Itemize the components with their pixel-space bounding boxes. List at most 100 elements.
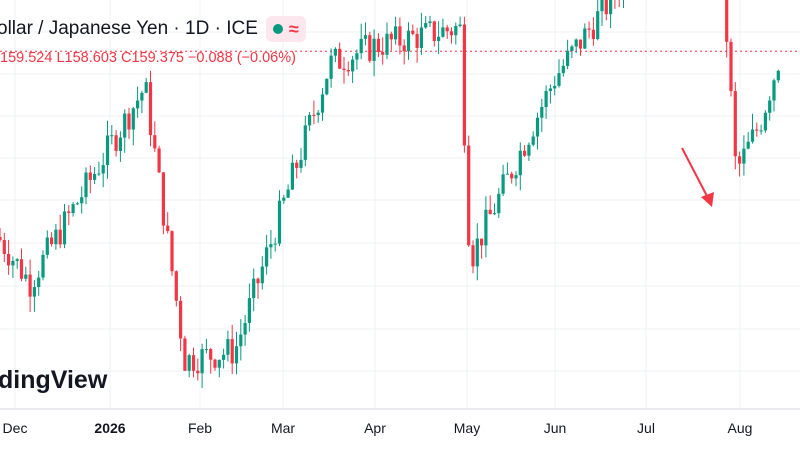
candle bbox=[222, 348, 226, 369]
candle bbox=[497, 187, 501, 218]
ohlc-low-value: 158.603 bbox=[64, 50, 117, 66]
candle bbox=[88, 165, 92, 194]
candle bbox=[320, 87, 325, 121]
approx-wave-icon: ≈ bbox=[288, 19, 299, 39]
candle bbox=[454, 22, 458, 45]
candle bbox=[544, 85, 548, 119]
candle bbox=[118, 131, 122, 162]
candle bbox=[209, 347, 213, 374]
candle bbox=[71, 201, 75, 217]
candle bbox=[11, 256, 15, 278]
candle bbox=[733, 82, 737, 170]
candle bbox=[93, 166, 97, 185]
ohlc-close-value: 159.375 bbox=[131, 50, 184, 66]
candle bbox=[196, 358, 200, 381]
candle bbox=[191, 347, 196, 378]
ohlc-close-label: C bbox=[120, 50, 132, 66]
candle bbox=[161, 172, 165, 235]
candle bbox=[578, 39, 583, 56]
candle bbox=[226, 330, 230, 362]
x-tick-label: Apr bbox=[364, 420, 386, 436]
candle bbox=[282, 195, 286, 204]
candle bbox=[561, 59, 565, 77]
ohlc-high-value: 159.524 bbox=[0, 50, 53, 66]
annotation-arrow bbox=[681, 147, 714, 207]
candle bbox=[243, 315, 247, 346]
candle bbox=[614, 0, 616, 9]
candle bbox=[290, 154, 294, 191]
candle bbox=[58, 214, 62, 249]
candle bbox=[763, 110, 767, 133]
candle bbox=[462, 16, 466, 153]
candle bbox=[260, 256, 264, 290]
candle bbox=[183, 335, 187, 371]
x-tick-label: Jul bbox=[637, 420, 655, 436]
candle bbox=[7, 240, 11, 275]
candle bbox=[738, 151, 742, 177]
candle bbox=[325, 78, 329, 96]
candle bbox=[557, 59, 561, 88]
candle bbox=[406, 22, 411, 60]
candle bbox=[535, 112, 540, 150]
candle bbox=[316, 110, 320, 123]
candle bbox=[600, 0, 604, 27]
candle bbox=[755, 122, 759, 137]
candle bbox=[488, 195, 492, 215]
x-tick-label: Aug bbox=[728, 420, 753, 436]
candle bbox=[355, 49, 359, 70]
candle bbox=[540, 98, 544, 132]
candle bbox=[458, 16, 462, 28]
candle bbox=[604, 0, 608, 21]
candle bbox=[286, 184, 290, 199]
ohlc-readout: 159.524 L158.603 C159.375 −0.088 (−0.06%… bbox=[0, 50, 296, 66]
candle bbox=[394, 16, 398, 45]
candle bbox=[411, 24, 415, 36]
candle bbox=[136, 86, 140, 118]
candle bbox=[750, 113, 755, 144]
candle bbox=[553, 76, 557, 96]
chart-header: ollar / Japanese Yen · 1D · ICE ≈ bbox=[0, 16, 306, 42]
candle bbox=[45, 230, 49, 259]
candle bbox=[510, 171, 514, 184]
candle bbox=[239, 319, 243, 361]
candle bbox=[385, 22, 389, 60]
candle bbox=[213, 358, 217, 371]
candle bbox=[187, 353, 191, 378]
candles bbox=[0, 0, 780, 389]
candle bbox=[505, 162, 509, 175]
candle bbox=[484, 196, 488, 258]
arrow-shaft bbox=[681, 147, 709, 199]
candle bbox=[62, 203, 67, 249]
candle bbox=[256, 277, 260, 299]
candle bbox=[772, 78, 776, 112]
candle bbox=[445, 24, 449, 39]
candle bbox=[157, 145, 161, 173]
status-pill[interactable]: ≈ bbox=[265, 16, 306, 42]
candle bbox=[623, 0, 624, 9]
candle bbox=[123, 109, 127, 153]
candle bbox=[531, 131, 535, 147]
ohlc-low-label: L bbox=[56, 50, 65, 66]
candle bbox=[15, 257, 19, 269]
candle bbox=[333, 47, 337, 63]
candle bbox=[351, 55, 355, 84]
candle bbox=[144, 77, 148, 94]
candle bbox=[252, 268, 256, 312]
candle bbox=[148, 70, 153, 147]
candle bbox=[174, 270, 178, 307]
candle bbox=[424, 16, 428, 29]
candle bbox=[247, 283, 251, 332]
x-tick-label: 2026 bbox=[94, 420, 125, 436]
candle bbox=[97, 161, 101, 177]
candle bbox=[759, 124, 763, 135]
candle bbox=[127, 107, 131, 139]
candle bbox=[24, 266, 28, 282]
candle bbox=[402, 39, 406, 65]
candle bbox=[523, 145, 527, 158]
candle bbox=[591, 17, 595, 46]
symbol-title[interactable]: ollar / Japanese Yen · 1D · ICE bbox=[0, 18, 258, 39]
candle bbox=[372, 29, 376, 77]
candle bbox=[200, 343, 204, 389]
candle bbox=[329, 48, 333, 88]
